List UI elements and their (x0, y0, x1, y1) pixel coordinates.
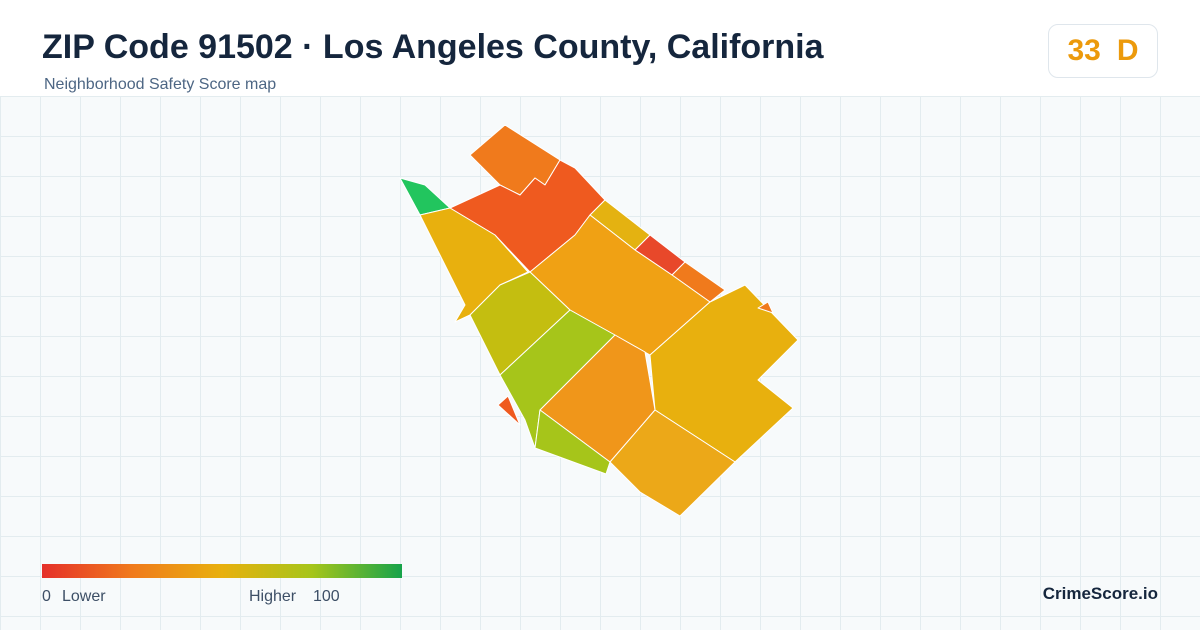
score-grade: D (1116, 34, 1139, 67)
area (497, 395, 521, 426)
legend-low: Lower (62, 588, 106, 605)
area (609, 409, 736, 517)
header: ZIP Code 91502 · Los Angeles County, Cal… (0, 0, 1200, 97)
legend-high: Higher (249, 588, 297, 605)
legend-min: 0 (42, 588, 51, 605)
title: ZIP Code 91502 · Los Angeles County, Cal… (42, 28, 824, 66)
legend-max: 100 (313, 588, 340, 605)
area (757, 301, 774, 314)
legend-gradient (42, 564, 402, 578)
area (469, 271, 571, 376)
score-badge: 33 D (1048, 24, 1158, 78)
score-value: 33 (1067, 34, 1101, 67)
subtitle: Neighborhood Safety Score map (44, 76, 277, 93)
zip-areas (399, 124, 799, 517)
brand: CrimeScore.io (1042, 584, 1158, 603)
area (534, 409, 611, 475)
